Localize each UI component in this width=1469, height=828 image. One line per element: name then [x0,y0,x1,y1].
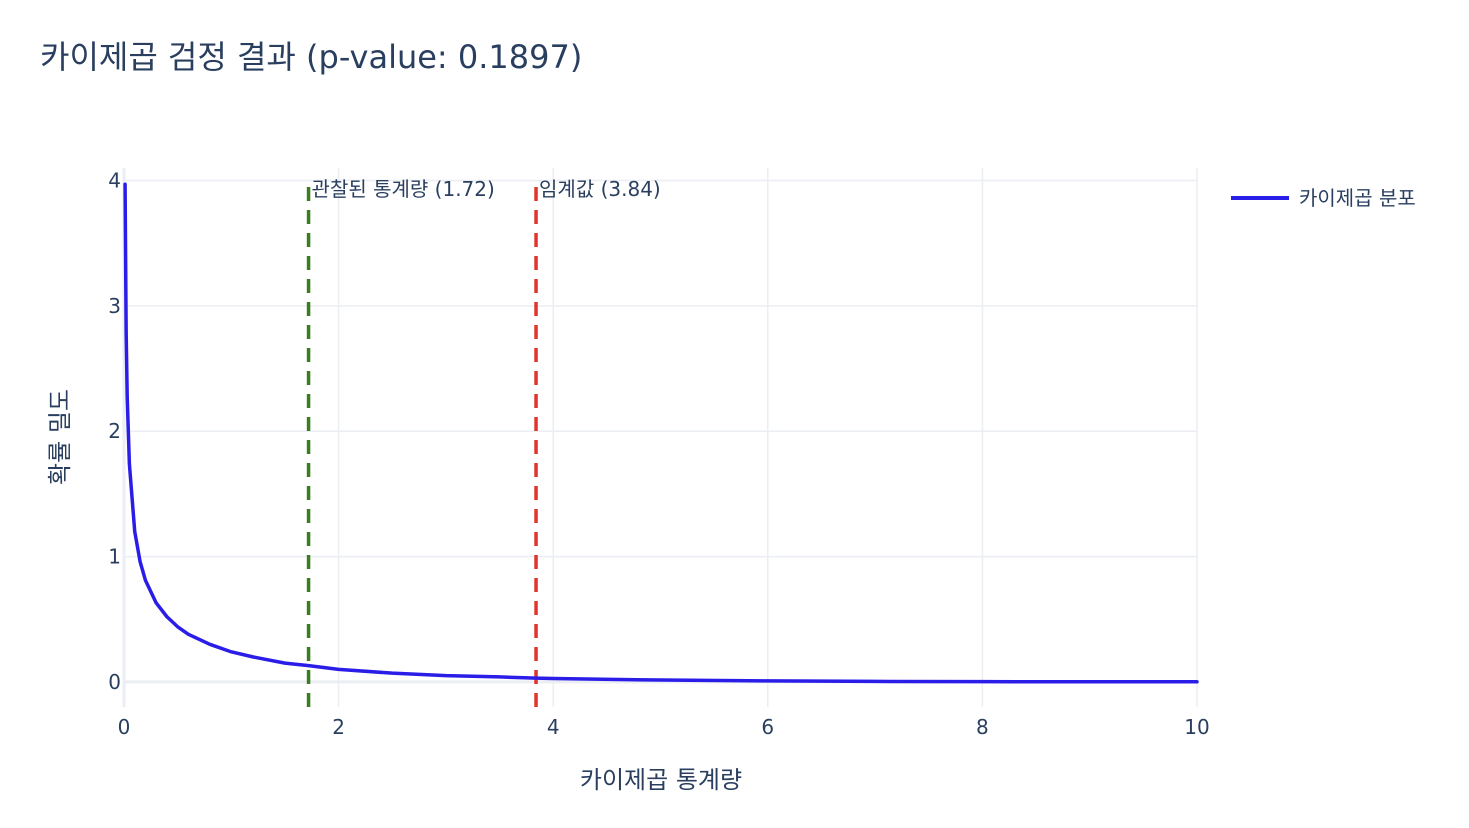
y-tick-label: 3 [108,294,121,318]
data-point [535,677,538,680]
data-point [165,615,168,618]
data-point [126,396,129,399]
x-axis-label: 카이제곱 통계량 [580,766,742,794]
x-tick-label: 10 [1184,715,1209,739]
x-tick-label: 2 [332,715,345,739]
data-point [498,675,501,678]
reference-line-label: 임계값 (3.84) [539,177,661,201]
y-tick-label: 4 [108,169,121,193]
y-tick-label: 0 [108,670,121,694]
x-tick-label: 4 [547,715,560,739]
axis-layer: 0 2 4 6 8 10 0 1 2 3 4 [108,169,1209,739]
data-point [251,655,254,658]
data-point [391,672,394,675]
data-point [125,331,128,334]
y-tick-label: 1 [108,545,121,569]
data-point [155,601,158,604]
data-point [124,183,127,186]
reference-line-label: 관찰된 통계량 (1.72) [312,177,495,201]
data-point [208,643,211,646]
data-point [766,679,769,682]
vline-layer: 관찰된 통계량 (1.72) 임계값 (3.84) [306,177,661,707]
data-point [981,680,984,683]
data-point [139,560,142,563]
data-point [1196,680,1199,683]
data-point [1088,680,1091,683]
y-tick-label: 2 [108,419,121,443]
x-tick-label: 0 [118,715,131,739]
data-point [230,650,233,653]
data-point [552,677,555,680]
data-point [128,462,131,465]
legend[interactable]: 카이제곱 분포 [1231,186,1416,210]
series-layer [123,182,1199,684]
chart-title: 카이제곱 검정 결과 (p-value: 0.1897) [40,38,582,76]
data-point [176,625,179,628]
grid-layer [122,168,1198,707]
legend-label: 카이제곱 분포 [1299,186,1416,210]
series-line [123,182,1199,684]
data-point [283,662,286,665]
y-axis-label: 확률 밀도 [46,389,74,485]
data-point [444,674,447,677]
x-tick-label: 6 [761,715,774,739]
data-point [659,679,662,682]
data-point [337,668,340,671]
x-tick-label: 8 [976,715,989,739]
data-point [874,680,877,683]
data-point [307,664,310,667]
data-point [144,579,147,582]
data-point [133,530,136,533]
data-point [187,633,190,636]
